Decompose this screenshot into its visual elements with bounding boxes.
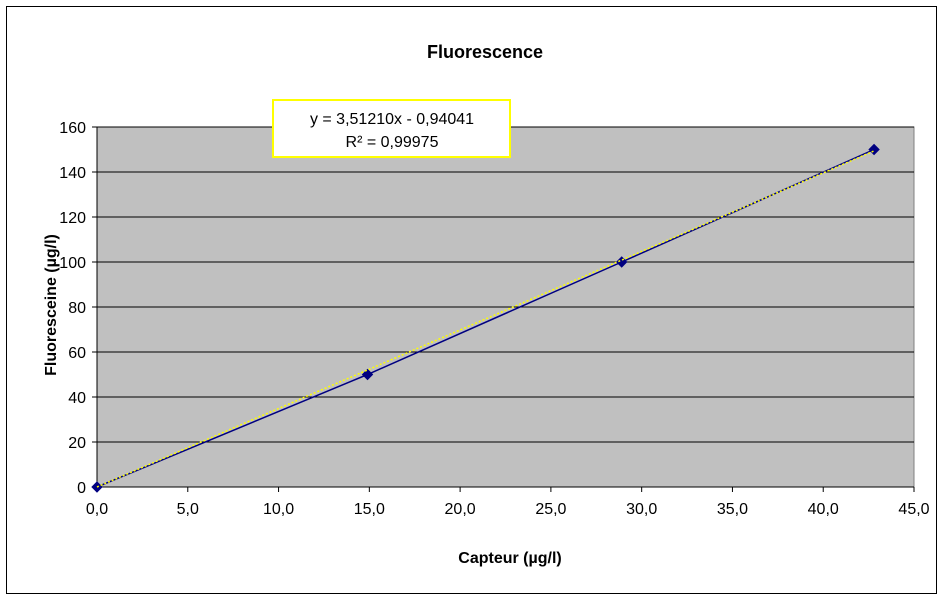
y-axis-ticks: 0 20 40 60 80 100 120 140 160 [59,120,97,497]
x-tick-label: 0,0 [86,501,108,518]
x-tick-label: 40,0 [808,501,839,518]
x-tick-label: 20,0 [445,501,476,518]
trendline-r-squared: R² = 0,99975 [346,134,439,151]
y-tick-label: 20 [68,435,86,452]
x-tick-label: 10,0 [263,501,294,518]
y-tick-label: 60 [68,345,86,362]
x-tick-label: 45,0 [898,501,929,518]
chart-title: Fluorescence [427,42,543,62]
y-tick-label: 40 [68,390,86,407]
y-axis-label: Fluoresceine (µg/l) [43,234,60,376]
x-tick-label: 15,0 [354,501,385,518]
y-tick-label: 160 [59,120,86,137]
y-tick-label: 120 [59,210,86,227]
trendline-equation: y = 3,51210x - 0,94041 [310,111,474,128]
y-tick-label: 100 [59,255,86,272]
x-tick-label: 30,0 [626,501,657,518]
y-tick-label: 140 [59,165,86,182]
x-tick-label: 25,0 [535,501,566,518]
x-axis-label: Capteur (µg/l) [458,550,561,567]
x-tick-label: 35,0 [717,501,748,518]
y-tick-label: 0 [77,480,86,497]
x-axis-ticks: 0,0 5,0 10,0 15,0 20,0 25,0 30,0 35,0 40,0 45,0 [86,487,930,518]
y-tick-label: 80 [68,300,86,317]
x-tick-label: 5,0 [177,501,199,518]
